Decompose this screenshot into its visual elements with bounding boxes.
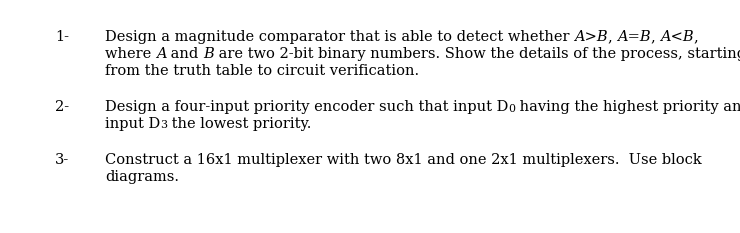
Text: and: and: [166, 47, 204, 61]
Text: Construct a 16x1 multiplexer with two 8x1 and one 2x1 multiplexers.  Use block: Construct a 16x1 multiplexer with two 8x…: [105, 153, 702, 167]
Text: 0: 0: [508, 103, 515, 113]
Text: 3-: 3-: [55, 153, 70, 167]
Text: 2-: 2-: [55, 100, 69, 114]
Text: ,: ,: [650, 30, 660, 44]
Text: are two 2-bit binary numbers. Show the details of the process, starting: are two 2-bit binary numbers. Show the d…: [214, 47, 740, 61]
Text: A=B: A=B: [617, 30, 650, 44]
Text: input D: input D: [105, 117, 161, 131]
Text: the lowest priority.: the lowest priority.: [167, 117, 312, 131]
Text: A<B: A<B: [660, 30, 694, 44]
Text: having the highest priority and: having the highest priority and: [515, 100, 740, 114]
Text: 3: 3: [161, 120, 167, 130]
Text: ,: ,: [608, 30, 617, 44]
Text: from the truth table to circuit verification.: from the truth table to circuit verifica…: [105, 64, 419, 78]
Text: where: where: [105, 47, 156, 61]
Text: A: A: [156, 47, 166, 61]
Text: ,: ,: [694, 30, 699, 44]
Text: Design a magnitude comparator that is able to detect whether: Design a magnitude comparator that is ab…: [105, 30, 574, 44]
Text: 1-: 1-: [55, 30, 69, 44]
Text: diagrams.: diagrams.: [105, 170, 179, 184]
Text: A>B: A>B: [574, 30, 608, 44]
Text: Design a four-input priority encoder such that input D: Design a four-input priority encoder suc…: [105, 100, 508, 114]
Text: B: B: [204, 47, 214, 61]
